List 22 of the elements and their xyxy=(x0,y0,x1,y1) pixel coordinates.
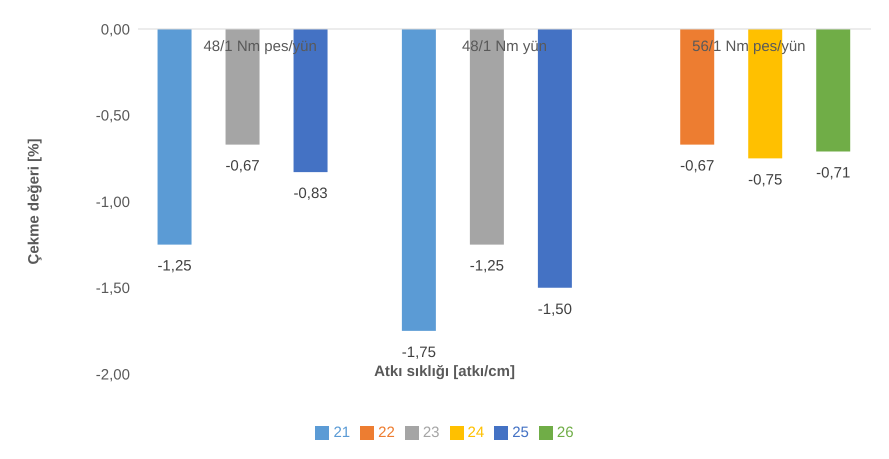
data-label: -0,67 xyxy=(680,158,714,175)
legend-label: 24 xyxy=(468,424,484,441)
legend-label: 21 xyxy=(333,424,350,441)
y-axis-title: Çekme değeri [%] xyxy=(25,138,42,264)
data-label: -1,25 xyxy=(157,258,192,275)
legend-label: 25 xyxy=(512,424,529,441)
legend-label: 22 xyxy=(378,424,395,441)
y-tick-label: -0,50 xyxy=(96,108,130,125)
legend-label: 23 xyxy=(422,424,440,441)
y-tick-label: -1,00 xyxy=(96,194,130,211)
data-label: -0,83 xyxy=(293,185,328,202)
data-label: -1,75 xyxy=(402,344,436,361)
legend-label: 26 xyxy=(556,424,574,441)
data-label: -1,50 xyxy=(538,300,572,318)
x-axis-title: Atkı sıklığı [atkı/cm] xyxy=(374,363,515,380)
data-label: -0,75 xyxy=(748,171,782,188)
y-tick-label: 0,00 xyxy=(100,21,130,38)
data-label: -0,67 xyxy=(225,158,260,175)
data-label: -1,25 xyxy=(470,258,504,275)
data-label: -0,71 xyxy=(816,164,850,182)
y-tick-label: -2,00 xyxy=(96,366,130,384)
y-tick-label: -1,50 xyxy=(96,280,130,298)
